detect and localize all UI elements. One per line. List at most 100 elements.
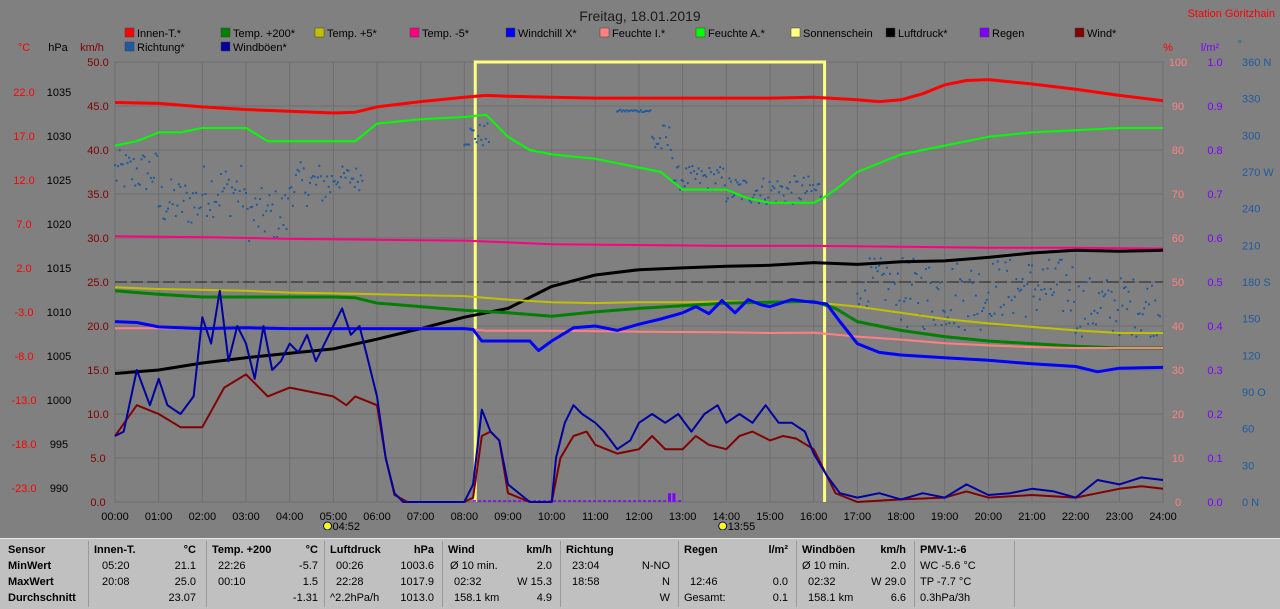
direction-point <box>226 183 229 186</box>
direction-point <box>971 281 974 284</box>
direction-point <box>818 182 821 185</box>
direction-point <box>269 209 272 212</box>
tick-pct: 30 <box>1172 365 1184 377</box>
direction-point <box>643 110 646 113</box>
direction-point <box>474 137 477 140</box>
direction-point <box>871 276 874 279</box>
tick-hpa: 1025 <box>47 175 71 187</box>
direction-point <box>689 171 692 174</box>
direction-point <box>705 175 708 178</box>
direction-point <box>639 109 642 112</box>
direction-point <box>120 163 123 166</box>
tick-pct: 10 <box>1172 453 1184 465</box>
direction-point <box>787 187 790 190</box>
direction-point <box>915 272 918 275</box>
stats-windboeen-distance: 158.1 km <box>808 592 854 604</box>
direction-point <box>1020 288 1023 291</box>
direction-point <box>176 204 179 207</box>
statistics-panel: Sensor MinWert MaxWert Durchschnitt Inne… <box>0 538 1280 609</box>
direction-point <box>308 181 311 184</box>
direction-point <box>230 186 233 189</box>
direction-point <box>688 166 691 169</box>
series-line <box>114 373 1164 503</box>
direction-point <box>152 176 155 179</box>
direction-point <box>665 136 668 139</box>
tick-temp: -3.0 <box>15 307 34 319</box>
direction-point <box>202 165 205 168</box>
direction-point <box>709 171 712 174</box>
unit-celsius: °C <box>18 42 30 54</box>
sun-time-label: 13:55 <box>728 521 756 530</box>
direction-point <box>760 185 763 188</box>
direction-point <box>982 306 985 309</box>
direction-point <box>165 210 168 213</box>
direction-point <box>881 273 884 276</box>
direction-point <box>171 203 174 206</box>
direction-point <box>135 167 138 170</box>
direction-point <box>237 200 240 203</box>
legend-label: Innen-T.* <box>137 28 182 40</box>
tick-time: 15:00 <box>756 511 784 523</box>
direction-point <box>149 176 152 179</box>
direction-point <box>979 328 982 331</box>
direction-point <box>196 213 199 216</box>
direction-point <box>799 198 802 201</box>
direction-point <box>773 187 776 190</box>
tick-hpa: 990 <box>50 483 68 495</box>
direction-point <box>263 230 266 233</box>
direction-point <box>249 206 252 209</box>
direction-point <box>1038 298 1041 301</box>
direction-point <box>885 266 888 269</box>
direction-point <box>887 288 890 291</box>
stats-regen-max-time: 12:46 <box>690 576 718 588</box>
direction-point <box>731 196 734 199</box>
direction-point <box>252 219 255 222</box>
direction-point <box>114 164 116 167</box>
direction-point <box>157 205 160 208</box>
direction-point <box>1146 287 1149 290</box>
direction-point <box>810 190 813 193</box>
direction-point <box>616 110 619 113</box>
direction-point <box>330 175 333 178</box>
tick-kmh: 45.0 <box>87 101 108 113</box>
direction-point <box>968 278 971 281</box>
tick-time: 05:00 <box>320 511 348 523</box>
direction-point <box>115 179 118 182</box>
tick-direction: 150 <box>1242 314 1260 326</box>
stats-pmv-windchill: WC -5.6 °C <box>920 560 976 572</box>
legend-swatch <box>220 27 231 38</box>
direction-point <box>198 207 201 210</box>
direction-point <box>174 214 177 217</box>
direction-point <box>293 191 296 194</box>
direction-point <box>754 189 757 192</box>
direction-point <box>937 288 940 291</box>
direction-point <box>781 185 784 188</box>
direction-point <box>865 305 868 308</box>
direction-point <box>215 201 218 204</box>
direction-point <box>959 278 962 281</box>
direction-point <box>776 180 779 183</box>
direction-point <box>467 143 470 146</box>
direction-point <box>920 276 923 279</box>
legend-label: Windchill X* <box>518 28 577 40</box>
direction-point <box>307 194 310 197</box>
legend-swatch <box>409 27 420 38</box>
direction-point <box>128 156 131 159</box>
direction-point <box>240 164 243 167</box>
tick-time: 20:00 <box>975 511 1003 523</box>
tick-kmh: 30.0 <box>87 233 108 245</box>
direction-point <box>654 146 657 149</box>
direction-point <box>163 218 166 221</box>
direction-point <box>478 123 481 126</box>
direction-point <box>1071 266 1074 269</box>
direction-point <box>995 285 998 288</box>
direction-point <box>191 192 194 195</box>
direction-point <box>857 303 860 306</box>
stats-luftdruck-unit: hPa <box>413 544 434 556</box>
direction-point <box>1102 295 1105 298</box>
direction-point <box>283 194 286 197</box>
tick-temp: 2.0 <box>16 263 31 275</box>
rain-bar <box>668 493 672 502</box>
direction-point <box>229 215 232 218</box>
direction-point <box>722 167 725 170</box>
